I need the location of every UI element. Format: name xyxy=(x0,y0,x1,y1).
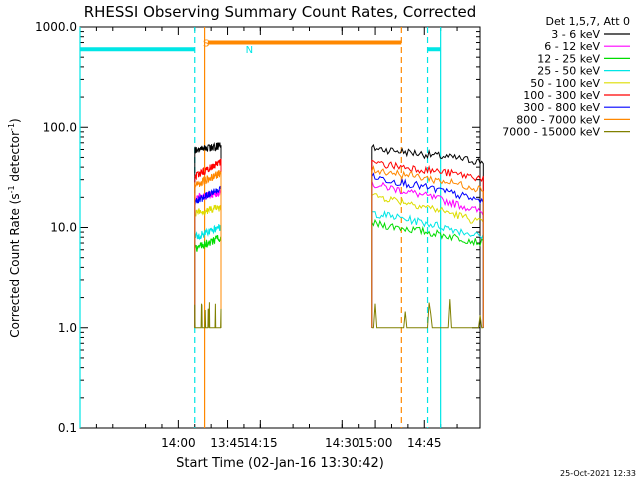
annotation-label: S xyxy=(203,39,209,50)
legend-label: 100 - 300 keV xyxy=(523,89,600,102)
series-line xyxy=(371,143,484,328)
y-tick-label: 0.1 xyxy=(58,421,77,435)
series-line xyxy=(371,159,484,328)
annotation-label: N xyxy=(246,45,253,56)
series-line xyxy=(371,209,484,328)
legend-label: 7000 - 15000 keV xyxy=(502,126,600,139)
x-tick-label: 14:00 xyxy=(161,436,196,450)
chart-title: RHESSI Observing Summary Count Rates, Co… xyxy=(84,3,477,21)
series-line xyxy=(194,158,222,328)
legend-label: 50 - 100 keV xyxy=(530,77,600,90)
plot-area: 0.1 1.0 10.0 100.0 1000.0 13:45 14:00 14:15 14:3… xyxy=(35,20,484,450)
series-line xyxy=(194,234,222,328)
y-tick-label: 1000.0 xyxy=(35,20,77,34)
series-line xyxy=(194,185,222,328)
legend-label: 800 - 7000 keV xyxy=(516,113,600,126)
series-line xyxy=(371,218,484,328)
legend-label: 12 - 25 keV xyxy=(537,52,600,65)
series-line xyxy=(371,172,484,328)
series-line xyxy=(194,170,222,328)
legend-label: 300 - 800 keV xyxy=(523,101,600,114)
series-line xyxy=(194,204,222,328)
x-tick-label: 15:00 xyxy=(358,436,393,450)
legend-header: Det 1,5,7, Att 0 xyxy=(546,15,630,28)
legend-label: 25 - 50 keV xyxy=(537,65,600,78)
series-line xyxy=(194,223,222,328)
series-line xyxy=(194,141,222,328)
y-tick-label: 100.0 xyxy=(43,120,77,134)
y-tick-label: 1.0 xyxy=(58,321,77,335)
x-tick-label: 13:45 xyxy=(210,436,245,450)
series-line xyxy=(371,299,484,329)
footer-timestamp: 25-Oct-2021 12:33 xyxy=(560,469,636,478)
series-line xyxy=(371,164,484,328)
y-axis-label: Corrected Count Rate (s-1 detector-1) xyxy=(7,118,22,337)
y-tick-label: 10.0 xyxy=(50,221,77,235)
x-tick-label: 14:45 xyxy=(407,436,442,450)
series-line xyxy=(371,193,484,328)
legend-label: 6 - 12 keV xyxy=(544,40,600,53)
series-line xyxy=(371,180,484,328)
x-tick-label: 14:30 xyxy=(325,436,360,450)
legend-label: 3 - 6 keV xyxy=(551,28,600,41)
x-tick-label: 14:15 xyxy=(243,436,278,450)
series-line xyxy=(194,302,222,329)
x-axis-label: Start Time (02-Jan-16 13:30:42) xyxy=(176,456,384,471)
